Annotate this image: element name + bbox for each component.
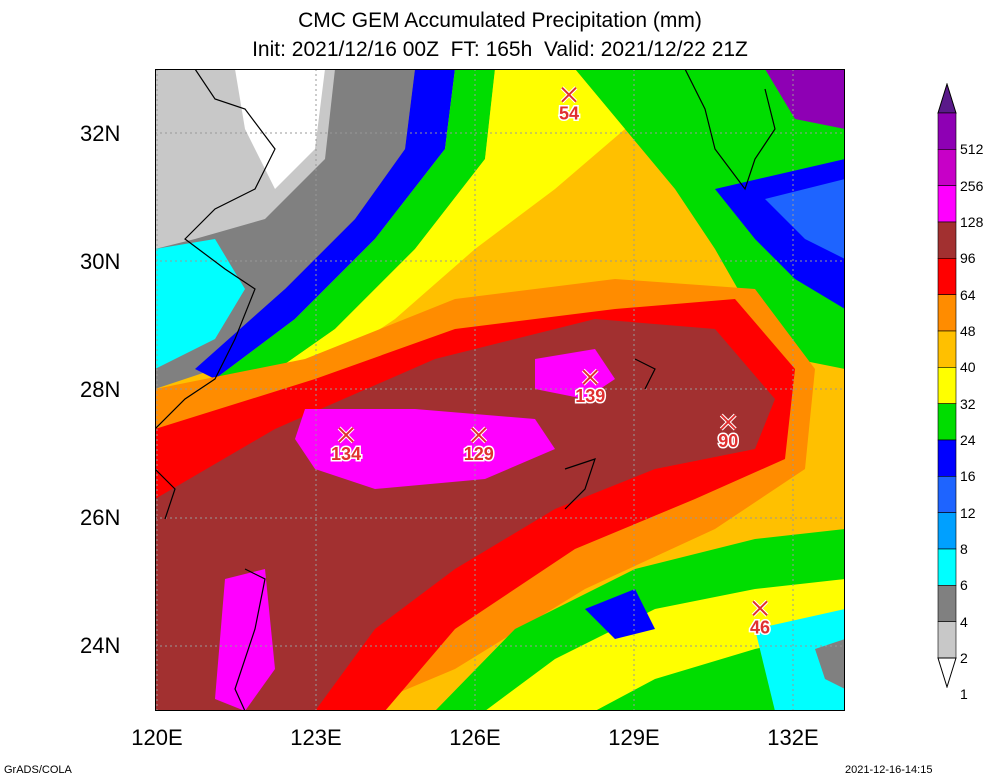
colorbar-label: 6 [960, 577, 968, 594]
lon-label-126e: 126E [449, 725, 501, 750]
maximum-marker: 46 [749, 599, 772, 639]
colorbar-segment [937, 330, 957, 368]
maximum-cross [582, 369, 598, 385]
lat-label-28n: 28N [80, 377, 121, 402]
colorbar-segment [937, 185, 957, 223]
colorbar-label: 8 [960, 541, 968, 557]
color-bar [937, 83, 957, 688]
maxima-layer: 54 134 129 139 90 46 [330, 86, 772, 639]
colorbar-label: 24 [960, 432, 976, 448]
grid-lines [155, 69, 845, 711]
maximum-cross [338, 427, 354, 443]
colorbar-label: 512 [960, 141, 984, 158]
colorbar-segment [937, 149, 957, 186]
lat-label-32n: 32N [80, 121, 121, 146]
lon-label-129e: 129E [608, 725, 660, 750]
colorbar-label: 48 [960, 323, 976, 339]
field-cyan-nw [155, 239, 245, 369]
precipitation-map: 54 134 129 139 90 46 [155, 69, 845, 711]
lon-label-120e: 120E [131, 725, 183, 750]
colorbar-label: 256 [960, 177, 984, 194]
field-gray-se [815, 639, 845, 689]
lat-label-24n: 24N [80, 633, 121, 658]
maximum-marker: 129 [462, 426, 495, 465]
field-cyan-se [755, 609, 845, 711]
colorbar-segment [937, 221, 957, 259]
lat-label-26n: 26N [80, 505, 121, 530]
lon-label-132e: 132E [767, 725, 819, 750]
colorbar-label: 96 [960, 250, 976, 267]
maximum-value: 54 [559, 104, 579, 124]
maximum-cross [561, 86, 577, 103]
colorbar-segment [937, 367, 957, 404]
colorbar-label: 40 [960, 359, 976, 376]
footer-timestamp: 2021-12-16-14:15 [845, 764, 933, 776]
field-green-ne [575, 69, 845, 369]
colorbar-label: 2 [960, 650, 968, 666]
field-blue-band [195, 69, 455, 379]
maximum-cross [752, 600, 768, 616]
maximum-cross [720, 414, 736, 430]
colorbar-label: 1 [960, 686, 968, 703]
colorbar-segment [937, 585, 957, 622]
colorbar-label: 32 [960, 395, 976, 412]
field-purple-ne [765, 69, 845, 129]
field-blue2-ne [765, 179, 845, 259]
colorbar-label: 16 [960, 468, 976, 485]
maximum-value: 134 [331, 444, 361, 464]
colorbar-label: 12 [960, 504, 976, 521]
colorbar-segment [937, 403, 957, 441]
colorbar-segment [937, 621, 957, 659]
maximum-marker: 54 [557, 86, 581, 125]
maximum-value: 90 [718, 431, 738, 451]
colorbar-segment [937, 548, 957, 586]
maximum-value: 129 [464, 444, 494, 464]
maximum-value: 139 [575, 386, 605, 406]
colorbar-segment [937, 476, 957, 513]
chart-subtitle: Init: 2021/12/16 00Z FT: 165h Valid: 202… [252, 38, 748, 61]
field-green-band [215, 69, 495, 399]
field-yellow-band [235, 69, 625, 399]
field-magenta-west [295, 409, 555, 489]
colorbar-segment [937, 439, 957, 477]
field-magenta-east [535, 349, 615, 399]
field-white-nw [235, 69, 325, 189]
coastlines [155, 69, 776, 711]
field-blue-south [585, 589, 655, 639]
lat-label-30n: 30N [80, 249, 121, 274]
maximum-value: 46 [750, 617, 770, 637]
colorbar-label: 4 [960, 613, 968, 630]
footer-credit: GrADS/COLA [4, 764, 72, 776]
maximum-marker: 139 [574, 368, 607, 408]
chart-title: CMC GEM Accumulated Precipitation (mm) [298, 9, 702, 32]
maximum-marker: 134 [330, 426, 363, 465]
maximum-marker: 90 [717, 413, 740, 453]
colorbar-label: 64 [960, 286, 976, 303]
colorbar-segment [937, 112, 957, 150]
colorbar-label: 128 [960, 214, 984, 230]
maximum-cross [471, 427, 487, 443]
colorbar-segment [937, 294, 957, 332]
colorbar-segment [937, 258, 957, 295]
lon-label-123e: 123E [290, 725, 342, 750]
colorbar-segment [937, 512, 957, 550]
colorbar-bottom-triangle [937, 657, 957, 688]
colorbar-top-triangle [937, 83, 957, 114]
